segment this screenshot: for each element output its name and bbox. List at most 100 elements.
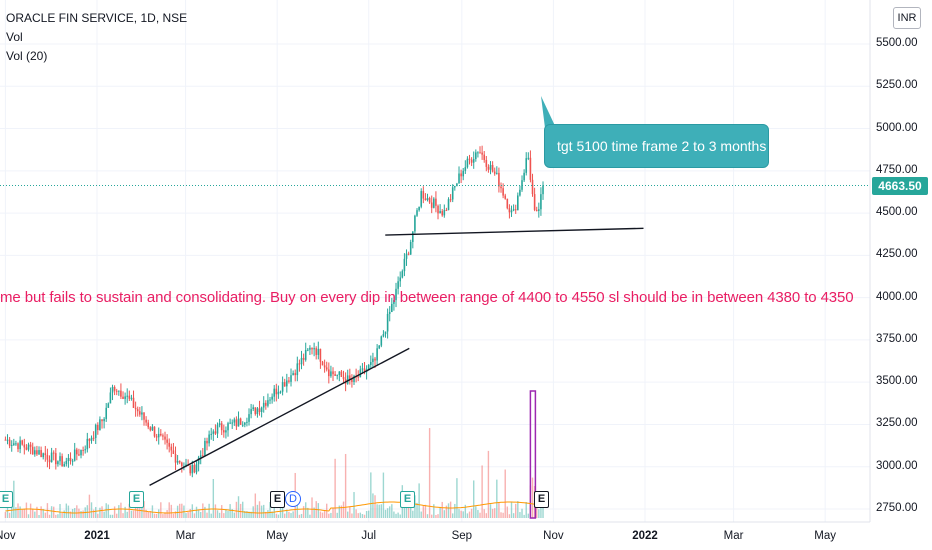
candle-body [71, 460, 74, 462]
volume-bar [433, 504, 435, 518]
candle-body [57, 461, 59, 465]
candle-body [143, 412, 145, 420]
event-marker[interactable]: E [270, 491, 285, 508]
volume-bar [460, 510, 462, 518]
candle-body [82, 449, 84, 451]
symbol-title[interactable]: ORACLE FIN SERVICE, 1D, NSE [6, 11, 188, 25]
candle-body [147, 422, 150, 428]
volume-bar [118, 505, 120, 518]
candle-body [214, 431, 217, 434]
volume-bar [34, 511, 36, 518]
volume-bar [288, 511, 290, 518]
candle-body [166, 439, 168, 443]
analysis-note[interactable]: me but fails to sustain and consolidatin… [0, 289, 854, 306]
volume-bar [229, 504, 231, 518]
candle-body [162, 435, 164, 437]
volume-bar [15, 507, 17, 518]
candle-body [336, 374, 339, 376]
event-marker[interactable]: D [285, 491, 301, 507]
candle-body [181, 462, 183, 467]
candle-body [176, 461, 179, 463]
volume-bar [92, 509, 95, 518]
volume-bar [420, 511, 422, 518]
candle-body [78, 454, 80, 456]
volume-bar [172, 513, 175, 518]
volume-bar [365, 511, 368, 518]
volume-bar [286, 509, 288, 518]
volume-bar [361, 514, 364, 518]
candle-body [101, 419, 103, 422]
candle-body [94, 424, 97, 438]
volume-bar [69, 511, 72, 518]
volume-legend[interactable]: Vol [6, 30, 23, 44]
volume-bar [76, 505, 78, 518]
volume-bar [353, 492, 355, 518]
currency-badge[interactable]: INR [893, 7, 921, 29]
candle-body [475, 152, 477, 159]
candle-body [298, 363, 301, 365]
candle-body [313, 348, 315, 350]
volume-bar [223, 513, 225, 518]
candle-body [535, 209, 538, 211]
event-marker[interactable]: E [534, 491, 549, 508]
volume-ma-line [5, 501, 544, 514]
volume-bar [210, 513, 212, 518]
volume-bar [11, 505, 13, 518]
volume-bar [23, 508, 26, 518]
volume-bar [323, 510, 326, 518]
volume-bar [491, 508, 494, 518]
candle-body [105, 407, 108, 419]
candle-body [275, 388, 278, 395]
candle-body [84, 449, 87, 451]
volume-bar [160, 502, 162, 518]
volume-bar [120, 502, 122, 518]
volume-bar [355, 509, 357, 518]
candle-body [504, 195, 507, 199]
volume-bar [32, 508, 34, 518]
volume-bar [166, 510, 168, 518]
volume-bar [422, 505, 425, 518]
volume-bar [141, 505, 143, 518]
candle-body [262, 402, 265, 408]
candle-body [428, 198, 431, 203]
event-marker[interactable]: E [400, 491, 415, 508]
candle-body [359, 369, 362, 378]
x-tick-label: May [266, 530, 289, 542]
volume-bar [90, 502, 93, 518]
volume-bar [59, 504, 61, 518]
event-marker[interactable]: E [0, 491, 13, 508]
candle-body [380, 336, 383, 346]
event-marker[interactable]: E [129, 491, 144, 508]
target-callout[interactable]: tgt 5100 time frame 2 to 3 months [544, 124, 769, 168]
volume-bar [332, 508, 334, 518]
volume-bar [225, 509, 227, 518]
candle-body [118, 390, 120, 392]
volume-bar [195, 506, 198, 518]
candle-body [533, 194, 536, 210]
candle-body [466, 158, 469, 168]
volume-bar [452, 513, 454, 518]
candle-body [397, 281, 399, 289]
candle-body [164, 436, 166, 440]
volume-bar [97, 513, 99, 518]
volume-bar [384, 509, 387, 518]
candle-body [178, 461, 181, 463]
volume-bar [44, 512, 47, 518]
volume-bar [153, 513, 156, 518]
candle-body [447, 199, 450, 211]
volume-bar [179, 503, 181, 518]
candle-body [433, 198, 435, 208]
candle-body [334, 374, 336, 376]
volume-bar [277, 514, 280, 518]
volume-bar [479, 512, 481, 518]
volume-bar [38, 514, 40, 518]
candle-body [237, 418, 240, 427]
candle-body [248, 414, 250, 422]
candle-body [418, 206, 420, 211]
volume-ma-legend[interactable]: Vol (20) [6, 49, 48, 63]
candle-body [250, 409, 252, 415]
candle-body [479, 152, 481, 154]
candle-body [319, 348, 322, 362]
candle-body [525, 158, 528, 173]
